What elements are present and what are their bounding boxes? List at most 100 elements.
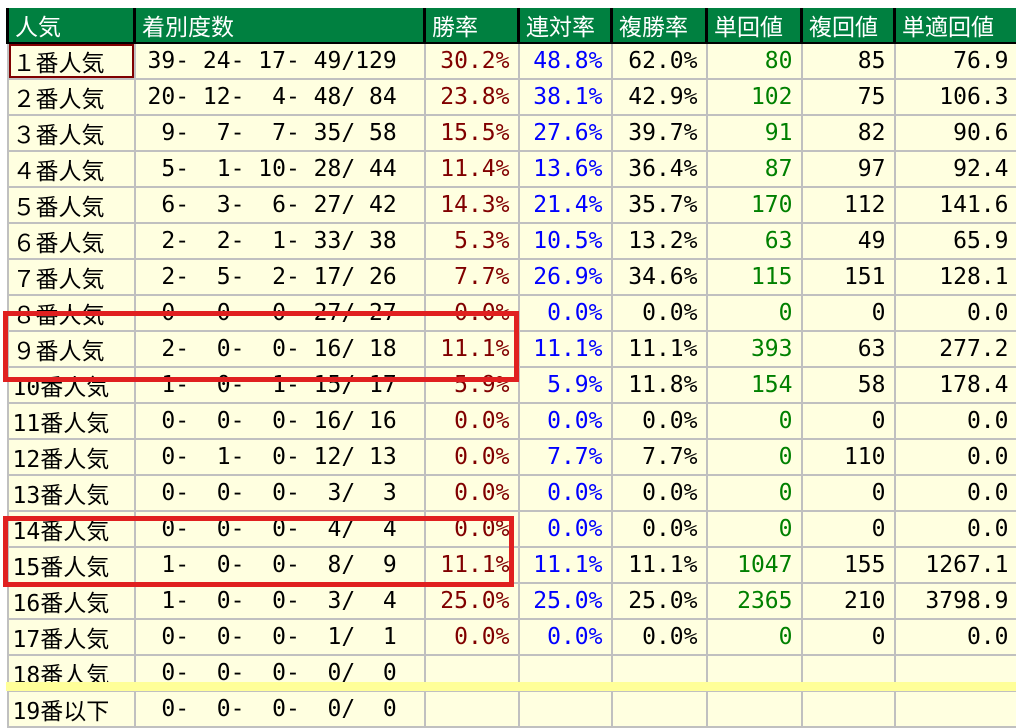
place-return-cell[interactable]: 151 [802, 259, 895, 295]
win-rate-cell[interactable] [425, 691, 519, 727]
popularity-cell[interactable]: 19番以下 [8, 691, 135, 727]
adjusted-win-return-cell[interactable]: 0.0 [895, 439, 1016, 475]
rentai-rate-cell[interactable]: 0.0% [519, 295, 612, 331]
win-return-cell[interactable] [707, 691, 802, 727]
place-rate-cell[interactable]: 36.4% [612, 151, 707, 187]
rentai-rate-cell[interactable]: 27.6% [519, 115, 612, 151]
place-rate-cell[interactable]: 0.0% [612, 475, 707, 511]
header-place-rate[interactable]: 複勝率 [612, 8, 707, 43]
adjusted-win-return-cell[interactable]: 141.6 [895, 187, 1016, 223]
adjusted-win-return-cell[interactable]: 65.9 [895, 223, 1016, 259]
rentai-rate-cell[interactable]: 21.4% [519, 187, 612, 223]
rentai-rate-cell[interactable]: 48.8% [519, 43, 612, 79]
adjusted-win-return-cell[interactable]: 128.1 [895, 259, 1016, 295]
place-rate-cell[interactable]: 34.6% [612, 259, 707, 295]
rentai-rate-cell[interactable]: 0.0% [519, 475, 612, 511]
adjusted-win-return-cell[interactable]: 277.2 [895, 331, 1016, 367]
place-return-cell[interactable]: 0 [802, 475, 895, 511]
record-cell[interactable]: 0- 0- 0- 3/ 3 [135, 475, 425, 511]
win-rate-cell[interactable]: 11.4% [425, 151, 519, 187]
header-record[interactable]: 着別度数 [135, 8, 425, 43]
rentai-rate-cell[interactable]: 7.7% [519, 439, 612, 475]
popularity-cell[interactable]: ４番人気 [8, 151, 135, 187]
place-rate-cell[interactable]: 13.2% [612, 223, 707, 259]
place-rate-cell[interactable]: 11.1% [612, 547, 707, 583]
place-rate-cell[interactable]: 7.7% [612, 439, 707, 475]
place-rate-cell[interactable] [612, 691, 707, 727]
popularity-cell[interactable]: １番人気 [8, 43, 135, 79]
win-rate-cell[interactable]: 7.7% [425, 259, 519, 295]
rentai-rate-cell[interactable]: 11.1% [519, 547, 612, 583]
record-cell[interactable]: 0- 0- 0- 0/ 0 [135, 691, 425, 727]
win-return-cell[interactable]: 80 [707, 43, 802, 79]
win-return-cell[interactable]: 63 [707, 223, 802, 259]
place-rate-cell[interactable]: 11.1% [612, 331, 707, 367]
rentai-rate-cell[interactable]: 10.5% [519, 223, 612, 259]
place-rate-cell[interactable]: 35.7% [612, 187, 707, 223]
record-cell[interactable]: 9- 7- 7- 35/ 58 [135, 115, 425, 151]
rentai-rate-cell[interactable]: 11.1% [519, 331, 612, 367]
header-win-rate[interactable]: 勝率 [425, 8, 519, 43]
adjusted-win-return-cell[interactable]: 90.6 [895, 115, 1016, 151]
place-return-cell[interactable]: 85 [802, 43, 895, 79]
record-cell[interactable]: 39- 24- 17- 49/129 [135, 43, 425, 79]
adjusted-win-return-cell[interactable]: 76.9 [895, 43, 1016, 79]
place-rate-cell[interactable]: 0.0% [612, 403, 707, 439]
place-rate-cell[interactable]: 0.0% [612, 295, 707, 331]
rentai-rate-cell[interactable]: 0.0% [519, 511, 612, 547]
place-return-cell[interactable]: 63 [802, 331, 895, 367]
place-rate-cell[interactable]: 62.0% [612, 43, 707, 79]
rentai-rate-cell[interactable] [519, 691, 612, 727]
popularity-cell[interactable]: 17番人気 [8, 619, 135, 655]
rentai-rate-cell[interactable]: 0.0% [519, 619, 612, 655]
header-popularity[interactable]: 人気 [8, 8, 135, 43]
win-return-cell[interactable]: 0 [707, 439, 802, 475]
place-rate-cell[interactable]: 39.7% [612, 115, 707, 151]
place-return-cell[interactable]: 49 [802, 223, 895, 259]
record-cell[interactable]: 0- 0- 0- 1/ 1 [135, 619, 425, 655]
record-cell[interactable]: 1- 0- 0- 3/ 4 [135, 583, 425, 619]
place-rate-cell[interactable]: 0.0% [612, 619, 707, 655]
rentai-rate-cell[interactable]: 26.9% [519, 259, 612, 295]
adjusted-win-return-cell[interactable]: 0.0 [895, 295, 1016, 331]
popularity-cell[interactable]: 11番人気 [8, 403, 135, 439]
adjusted-win-return-cell[interactable]: 3798.9 [895, 583, 1016, 619]
adjusted-win-return-cell[interactable]: 0.0 [895, 403, 1016, 439]
adjusted-win-return-cell[interactable]: 1267.1 [895, 547, 1016, 583]
win-rate-cell[interactable]: 25.0% [425, 583, 519, 619]
adjusted-win-return-cell[interactable]: 178.4 [895, 367, 1016, 403]
table-row[interactable]: 19番以下 0- 0- 0- 0/ 0 [8, 691, 1016, 727]
place-return-cell[interactable]: 110 [802, 439, 895, 475]
win-rate-cell[interactable]: 5.3% [425, 223, 519, 259]
record-cell[interactable]: 2- 2- 1- 33/ 38 [135, 223, 425, 259]
place-return-cell[interactable]: 0 [802, 619, 895, 655]
place-return-cell[interactable]: 58 [802, 367, 895, 403]
place-return-cell[interactable]: 112 [802, 187, 895, 223]
win-return-cell[interactable]: 154 [707, 367, 802, 403]
win-return-cell[interactable]: 91 [707, 115, 802, 151]
record-cell[interactable]: 0- 1- 0- 12/ 13 [135, 439, 425, 475]
place-return-cell[interactable] [802, 691, 895, 727]
rentai-rate-cell[interactable]: 0.0% [519, 403, 612, 439]
place-rate-cell[interactable]: 0.0% [612, 511, 707, 547]
win-return-cell[interactable]: 0 [707, 295, 802, 331]
win-return-cell[interactable]: 87 [707, 151, 802, 187]
place-return-cell[interactable]: 155 [802, 547, 895, 583]
place-return-cell[interactable]: 82 [802, 115, 895, 151]
win-return-cell[interactable]: 102 [707, 79, 802, 115]
win-return-cell[interactable]: 115 [707, 259, 802, 295]
rentai-rate-cell[interactable]: 25.0% [519, 583, 612, 619]
adjusted-win-return-cell[interactable]: 0.0 [895, 619, 1016, 655]
adjusted-win-return-cell[interactable] [895, 691, 1016, 727]
record-cell[interactable]: 5- 1- 10- 28/ 44 [135, 151, 425, 187]
win-return-cell[interactable]: 0 [707, 475, 802, 511]
win-rate-cell[interactable]: 23.8% [425, 79, 519, 115]
win-rate-cell[interactable]: 0.0% [425, 439, 519, 475]
place-return-cell[interactable]: 0 [802, 295, 895, 331]
